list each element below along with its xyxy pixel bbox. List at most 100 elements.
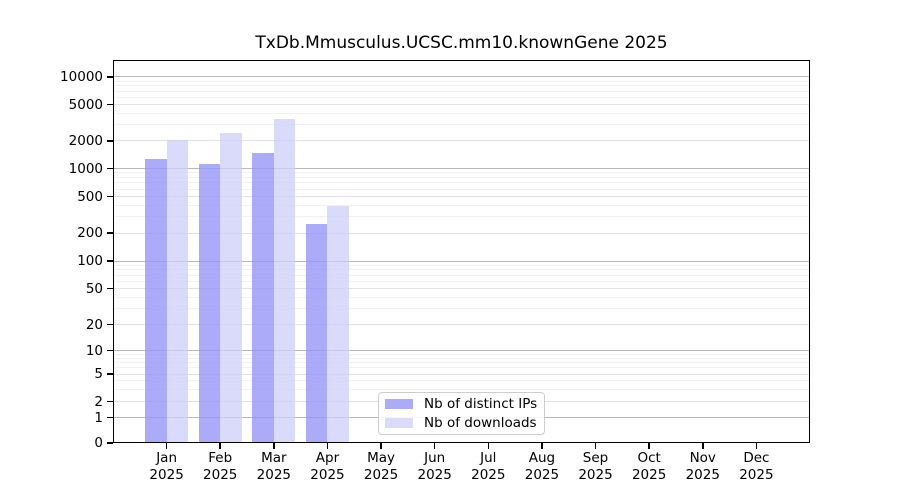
legend-label-distinct-ips: Nb of distinct IPs [424, 396, 538, 412]
gridline [113, 216, 810, 218]
y-tick-mark [107, 349, 113, 352]
x-tick-mark [165, 443, 168, 449]
legend-item-downloads: Nb of downloads [385, 415, 544, 432]
y-tick-mark [107, 260, 113, 262]
x-tick-mark [755, 443, 758, 449]
gridline [113, 362, 810, 364]
gridline [113, 353, 810, 355]
x-tick-mark [273, 443, 275, 449]
x-tick-label-sep: Sep 2025 [578, 450, 613, 483]
gridline [113, 308, 810, 310]
legend-swatch-distinct-ips [385, 399, 413, 409]
y-tick-mark [107, 287, 113, 290]
bar-distinct-ips-jan [145, 159, 167, 443]
y-tick-label: 1 [94, 409, 103, 426]
x-tick-label-may: May 2025 [363, 450, 399, 483]
gridline [113, 288, 810, 289]
y-tick-mark [107, 103, 113, 106]
gridline [113, 182, 810, 184]
bar-distinct-ips-apr [305, 224, 328, 443]
x-tick-mark [380, 443, 382, 449]
bar-distinct-ips-feb [198, 164, 221, 443]
legend-swatch-downloads [385, 418, 413, 428]
gridline [113, 90, 810, 92]
y-tick-mark [107, 232, 113, 234]
y-tick-mark [107, 442, 113, 444]
x-tick-label-aug: Aug 2025 [524, 450, 560, 483]
gridline [113, 140, 810, 142]
gridline [113, 196, 810, 197]
y-tick-label: 0 [94, 435, 103, 451]
gridline [113, 96, 810, 98]
gridline [113, 104, 810, 105]
gridline [113, 112, 810, 114]
x-tick-mark [487, 443, 490, 449]
x-tick-mark [433, 443, 436, 449]
y-tick-label: 2000 [68, 132, 103, 149]
x-tick-mark [541, 443, 543, 449]
x-tick-label-dec: Dec 2025 [739, 450, 774, 483]
bar-downloads-apr [327, 205, 349, 443]
y-tick-label: 10000 [60, 68, 103, 85]
gridline [113, 324, 810, 325]
y-tick-mark [107, 416, 113, 419]
x-tick-mark [594, 443, 597, 449]
x-tick-mark [648, 443, 650, 449]
y-tick-label: 20 [85, 316, 103, 333]
y-tick-label: 10 [85, 342, 103, 359]
bar-distinct-ips-mar [252, 152, 274, 443]
y-tick-label: 50 [85, 280, 103, 297]
gridline [113, 76, 810, 78]
gridline [113, 274, 810, 276]
y-tick-mark [107, 140, 113, 142]
gridline [113, 204, 810, 206]
gridline [113, 350, 810, 351]
y-tick-label: 200 [77, 225, 103, 241]
legend-item-distinct-ips: Nb of distinct IPs [385, 396, 544, 413]
gridline [113, 269, 810, 271]
x-tick-label-feb: Feb 2025 [203, 450, 238, 483]
y-tick-mark [107, 323, 113, 326]
y-tick-label: 500 [77, 188, 103, 205]
gridline [113, 357, 810, 359]
bar-downloads-mar [273, 119, 296, 443]
y-tick-mark [107, 373, 113, 375]
x-tick-label-apr: Apr 2025 [310, 450, 345, 483]
gridline [113, 188, 810, 190]
bars-layer [113, 60, 810, 443]
x-tick-label-mar: Mar 2025 [256, 450, 292, 483]
gridline [113, 380, 810, 382]
gridline [113, 80, 810, 82]
gridline [113, 168, 810, 169]
x-tick-label-jul: Jul 2025 [471, 450, 506, 483]
gridline [113, 280, 810, 282]
plot-area [113, 60, 810, 443]
x-tick-mark [219, 443, 221, 449]
x-tick-mark [326, 443, 329, 449]
y-tick-mark [107, 400, 113, 403]
x-tick-label-jun: Jun 2025 [417, 450, 452, 483]
y-tick-label: 1000 [68, 160, 103, 177]
y-tick-label: 2 [94, 393, 103, 410]
x-tick-mark [702, 443, 704, 449]
y-tick-mark [107, 167, 113, 170]
gridline [113, 177, 810, 178]
y-tick-label: 5000 [68, 96, 103, 113]
bar-downloads-jan [166, 140, 189, 443]
gridline [113, 373, 810, 375]
y-tick-mark [107, 195, 113, 198]
gridline [113, 124, 810, 126]
chart-title: TxDb.Mmusculus.UCSC.mm10.knownGene 2025 [255, 33, 668, 53]
x-tick-label-oct: Oct 2025 [631, 450, 667, 483]
gridline [113, 85, 810, 87]
y-tick-label: 100 [77, 253, 103, 269]
gridline [113, 172, 810, 174]
gridline [113, 388, 810, 390]
legend: Nb of distinct IPs Nb of downloads [378, 392, 545, 435]
gridline [113, 367, 810, 369]
gridline [113, 296, 810, 298]
y-tick-label: 5 [94, 366, 103, 382]
x-tick-label-nov: Nov 2025 [685, 450, 720, 483]
bar-downloads-feb [220, 132, 242, 443]
y-tick-mark [107, 76, 113, 78]
